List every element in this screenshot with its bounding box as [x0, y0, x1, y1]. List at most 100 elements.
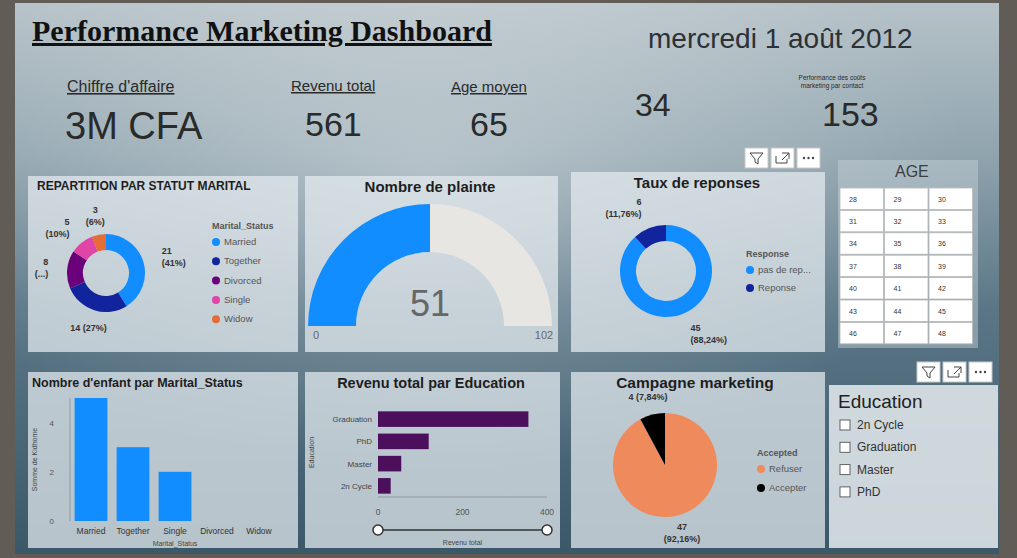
chart-panel — [305, 372, 560, 548]
slicer-value: 34 — [849, 240, 857, 247]
chart-panel — [571, 172, 825, 352]
data-label: 4 (7,84%) — [628, 392, 667, 402]
visual-header-button[interactable] — [943, 362, 966, 382]
slicer-cell[interactable] — [885, 300, 929, 321]
kpi-value: 34 — [635, 87, 671, 123]
tick-label: 200 — [455, 507, 469, 517]
slicer-cell[interactable] — [840, 233, 884, 254]
legend-entry: Reponse — [758, 282, 796, 293]
slider-handle[interactable] — [542, 525, 552, 535]
legend-entry: Divorced — [224, 275, 262, 286]
slicer-cell[interactable] — [840, 300, 884, 321]
legend-marker — [212, 257, 220, 265]
kpi-label: Revenu total — [291, 77, 375, 94]
gauge-tick-label: 0 — [313, 329, 319, 341]
slicer-cell[interactable] — [929, 188, 973, 209]
more-icon — [975, 371, 977, 373]
data-label: 21(41%) — [162, 246, 186, 268]
slicer-cell[interactable] — [885, 188, 929, 209]
visual-header-button[interactable] — [745, 148, 768, 168]
chart-panel — [571, 372, 825, 548]
category-label: Divorced — [200, 526, 234, 536]
slicer-cell[interactable] — [840, 210, 884, 231]
filter-icon — [922, 367, 935, 378]
slicer-value: 32 — [894, 218, 902, 225]
slicer-item: 2n Cycle — [857, 418, 904, 432]
slicer-value: 28 — [849, 196, 857, 203]
more-icon — [979, 371, 981, 373]
dashboard-title: Performance Marketing Dashboard — [32, 14, 492, 47]
slice — [70, 282, 126, 312]
chart-panel — [28, 176, 298, 352]
visual-header-button[interactable] — [969, 362, 992, 382]
more-icon — [984, 371, 986, 373]
legend-entry: Married — [224, 236, 256, 247]
slicer-cell[interactable] — [929, 278, 973, 299]
kpi-label: Chiffre d'affaire — [67, 78, 175, 95]
kpi-label: Performance des coûtsmarketing par conta… — [799, 74, 867, 90]
visual-header-button[interactable] — [771, 148, 794, 168]
x-axis-line — [378, 497, 547, 498]
slice — [613, 413, 717, 517]
slicer-title: Education — [838, 391, 923, 412]
kpi-value: 65 — [470, 105, 508, 143]
slicer-item: Graduation — [857, 440, 916, 454]
slicer-cell[interactable] — [840, 255, 884, 276]
slicer-cell[interactable] — [885, 278, 929, 299]
slicer-cell[interactable] — [840, 188, 884, 209]
focus-icon — [948, 367, 961, 377]
slider-handle[interactable] — [373, 525, 383, 535]
slicer-value: 30 — [938, 196, 946, 203]
slicer-item: Master — [857, 463, 894, 477]
legend-entry: Accepter — [769, 482, 807, 493]
slicer-value: 43 — [849, 308, 857, 315]
category-label: 2n Cycle — [341, 482, 373, 491]
slicer-value: 29 — [894, 196, 902, 203]
tick-label: 400 — [540, 507, 554, 517]
frame — [0, 0, 1017, 558]
chart-title: Nombre d'enfant par Marital_Status — [32, 376, 243, 390]
report-date: mercredi 1 août 2012 — [648, 23, 913, 54]
slicer-cell[interactable] — [929, 322, 973, 343]
legend-marker — [212, 238, 220, 246]
slices — [620, 225, 712, 317]
slicer-value: 33 — [938, 218, 946, 225]
focus-icon — [776, 153, 789, 163]
bars — [378, 411, 528, 493]
slicer-value: 36 — [938, 240, 946, 247]
legend-marker — [212, 296, 220, 304]
education-slicer — [829, 385, 998, 548]
dashboard: Performance Marketing Dashboard mercredi … — [0, 0, 1017, 558]
axis-title: Somme de Kidhome — [31, 428, 38, 492]
slicer-cell[interactable] — [885, 233, 929, 254]
data-label: 45(88,24%) — [691, 323, 728, 345]
filter-icon — [750, 153, 763, 164]
slicer-cell[interactable] — [840, 322, 884, 343]
chart-panel — [305, 176, 558, 352]
range-slider[interactable] — [378, 529, 547, 531]
slicer-cell[interactable] — [929, 300, 973, 321]
slicer-cell[interactable] — [929, 210, 973, 231]
slicer-cell[interactable] — [885, 255, 929, 276]
background-glow — [15, 3, 999, 554]
legend-entry: Refuser — [769, 463, 802, 474]
category-label: Single — [163, 526, 187, 536]
visual-header-button[interactable] — [917, 362, 940, 382]
slicer-cell[interactable] — [885, 210, 929, 231]
slicer-value: 44 — [894, 308, 902, 315]
slicer-checkbox[interactable] — [840, 487, 850, 497]
axis-title: Revenu total — [443, 539, 483, 546]
slicer-cell[interactable] — [840, 278, 884, 299]
legend-marker — [746, 284, 754, 292]
slicer-checkbox[interactable] — [840, 465, 850, 475]
visual-header-button[interactable] — [797, 148, 820, 168]
slicer-value: 47 — [894, 330, 902, 337]
category-label: Widow — [246, 526, 272, 536]
slicer-cell[interactable] — [885, 322, 929, 343]
slicer-cell[interactable] — [929, 255, 973, 276]
slicer-cell[interactable] — [929, 233, 973, 254]
slice — [92, 234, 106, 252]
slicer-checkbox[interactable] — [840, 420, 850, 430]
slicer-checkbox[interactable] — [840, 442, 850, 452]
bar — [378, 478, 391, 494]
